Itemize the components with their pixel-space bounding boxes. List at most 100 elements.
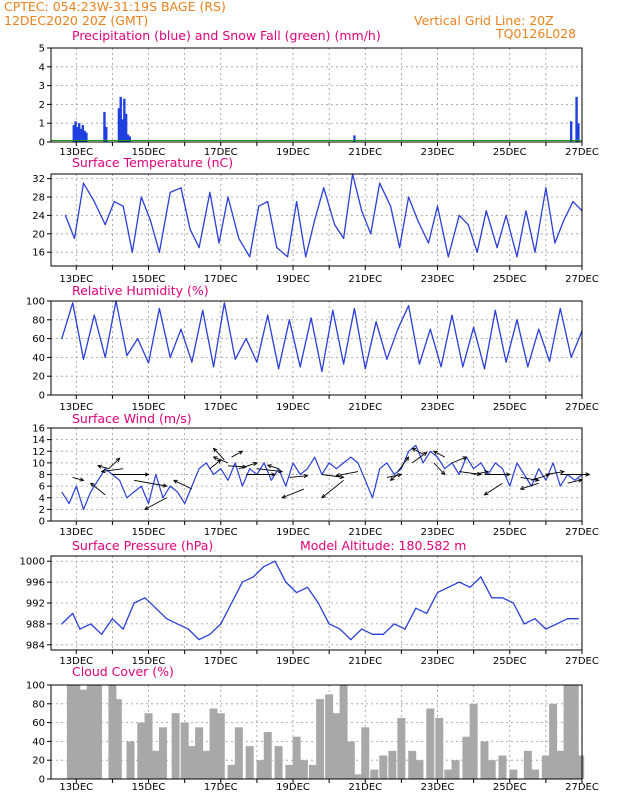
cloud-bar	[209, 708, 218, 779]
y-tick-label: 4	[39, 62, 45, 73]
precip-bar	[105, 126, 108, 142]
x-tick-label: 15DEC	[132, 782, 166, 793]
wind-arrow	[213, 448, 225, 461]
data-point	[238, 237, 240, 239]
data-point	[263, 565, 265, 568]
cloud-bar	[354, 774, 363, 779]
data-point	[220, 623, 222, 625]
wind-arrow-head	[212, 456, 218, 461]
x-tick-label: 13DEC	[59, 147, 93, 158]
precip-bar	[123, 98, 126, 142]
cloud-bar	[570, 685, 579, 779]
precip-bar	[74, 121, 77, 142]
cloud-bar	[462, 736, 471, 779]
x-tick-label: 15DEC	[132, 656, 166, 667]
x-tick-label: 23DEC	[421, 656, 455, 667]
data-point	[534, 618, 536, 620]
data-point	[165, 618, 168, 620]
data-point	[321, 370, 323, 373]
x-tick-label: 25DEC	[493, 147, 527, 158]
data-point	[323, 187, 325, 189]
data-point	[310, 317, 312, 319]
cloud-bar	[299, 760, 308, 779]
data-point	[505, 214, 507, 216]
cloud-bar	[108, 685, 117, 779]
data-point	[147, 362, 150, 364]
data-point	[61, 338, 63, 340]
y-tick-label: 992	[26, 599, 45, 610]
cloud-bar	[469, 703, 478, 779]
data-point	[72, 302, 74, 304]
x-tick-label: 27DEC	[565, 656, 599, 667]
data-point	[79, 628, 81, 630]
wind-arrow-head	[252, 461, 258, 466]
run-label: 12DEC2020 20Z (GMT)	[4, 13, 148, 28]
data-point	[545, 187, 547, 189]
data-point	[451, 314, 453, 316]
data-point	[277, 368, 280, 370]
panel-frame	[50, 427, 583, 522]
y-tick-label: 12	[32, 447, 45, 458]
cloud-bar	[144, 713, 153, 779]
data-point	[104, 356, 106, 358]
data-point	[467, 224, 469, 226]
wind-arrow-head	[411, 447, 417, 452]
x-tick-label: 17DEC	[204, 147, 238, 158]
wind-arrow-head	[462, 456, 468, 461]
data-point	[267, 314, 269, 316]
panel-annotation: Model Altitude: 180.582 m	[300, 538, 466, 553]
y-tick-label: 60	[32, 334, 45, 345]
wind-arrow	[386, 474, 402, 478]
data-point	[82, 358, 85, 360]
data-point	[473, 326, 475, 328]
data-point	[122, 628, 124, 630]
x-tick-label: 19DEC	[276, 527, 310, 538]
data-point	[525, 210, 527, 212]
panel-frame	[50, 173, 583, 267]
panel-2: 16 20 24 28 32 13DEC 15DEC 17DEC 19DEC 21DEC 23DEC…	[32, 155, 599, 285]
panel-title: Relative Humidity (%)	[72, 283, 209, 298]
panel-frame	[50, 684, 583, 780]
data-point	[342, 237, 345, 239]
wind-arrow	[173, 479, 193, 490]
cloud-bar	[444, 769, 453, 779]
data-point	[342, 363, 345, 365]
x-tick-label: 23DEC	[421, 782, 455, 793]
wind-speed-line	[61, 444, 583, 510]
panel-title: Surface Temperature (nC)	[72, 155, 233, 170]
data-point	[209, 191, 211, 193]
cloud-bar	[126, 741, 135, 779]
cloud-bar	[180, 722, 189, 779]
data-point	[426, 612, 428, 615]
cloud-bar	[158, 727, 167, 779]
data-point	[577, 618, 579, 620]
data-point	[364, 368, 366, 370]
y-tick-label: 984	[26, 640, 45, 651]
wind-arrow	[433, 450, 445, 458]
cloud-bar	[556, 750, 565, 779]
data-point	[559, 307, 561, 310]
data-point	[408, 305, 410, 307]
precip-bar	[81, 125, 84, 142]
cloud-bar	[292, 736, 301, 779]
panel-title: Surface Wind (m/s)	[72, 411, 192, 426]
cloud-bar	[93, 685, 102, 779]
data-point	[393, 623, 395, 625]
wind-arrow-head	[144, 472, 150, 477]
cloud-bar	[563, 685, 572, 779]
cloud-bar	[171, 713, 180, 779]
y-tick-label: 1	[39, 119, 45, 130]
cloud-bar	[137, 722, 146, 779]
data-point	[198, 638, 200, 641]
data-point	[389, 205, 392, 207]
panel-3: 0 20 40 60 80 100 13DEC 15DEC 17DEC 19DEC 21DEC 23D…	[26, 283, 599, 413]
cloud-bar	[202, 750, 211, 779]
data-point	[563, 219, 565, 221]
x-tick-label: 17DEC	[204, 656, 238, 667]
wind-arrow-head	[144, 505, 149, 510]
panel-5: 984 988 992 996 1000 13DEC 15DEC 17DEC 19DEC 21DE…	[20, 538, 599, 667]
y-tick-label: 80	[32, 315, 45, 326]
y-tick-label: 996	[26, 578, 45, 589]
precip-bar	[76, 126, 79, 142]
